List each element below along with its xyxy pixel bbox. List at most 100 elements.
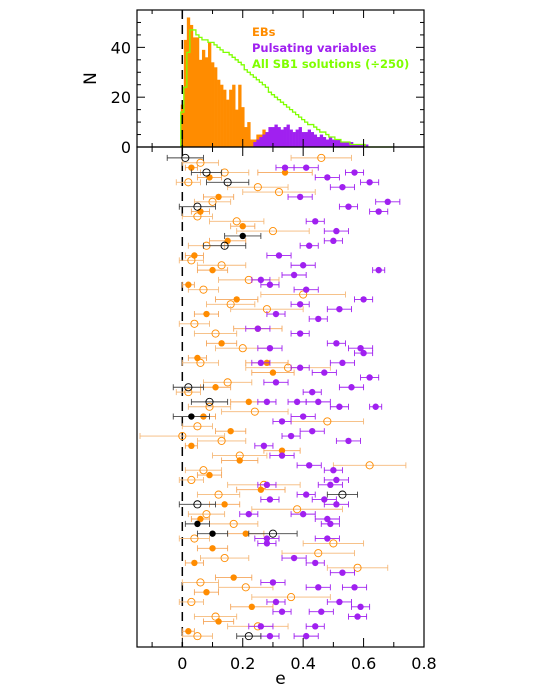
- histogram-bar: [198, 59, 203, 148]
- data-point: [366, 374, 373, 381]
- data-point: [244, 632, 253, 641]
- data-point: [278, 447, 286, 454]
- data-point: [214, 490, 223, 499]
- histogram-bar: [280, 129, 284, 147]
- data-point: [360, 349, 367, 357]
- data-point: [272, 310, 280, 318]
- data-point: [263, 481, 271, 489]
- histogram-bar: [186, 17, 191, 147]
- data-point: [185, 281, 192, 288]
- data-point: [302, 632, 310, 640]
- histogram-bar: [204, 57, 209, 148]
- data-point: [184, 178, 193, 187]
- scatter-x-tick-label: 0.8: [411, 654, 436, 673]
- data-point: [263, 540, 271, 547]
- data-point: [218, 340, 225, 347]
- histogram-bar: [346, 142, 351, 147]
- data-point: [188, 413, 195, 420]
- histogram-bar: [195, 37, 200, 147]
- data-point: [194, 354, 201, 362]
- histogram-bar: [337, 139, 342, 147]
- data-point: [274, 187, 284, 197]
- data-point: [278, 452, 286, 459]
- data-point: [324, 515, 331, 523]
- data-point: [190, 534, 199, 543]
- histogram-bar: [207, 42, 212, 147]
- data-point: [324, 535, 331, 542]
- histogram-bar: [259, 137, 263, 147]
- data-point: [299, 290, 308, 299]
- histogram-bar: [295, 129, 299, 147]
- histogram-bar: [217, 79, 221, 147]
- histogram-bar: [238, 84, 242, 147]
- data-point: [309, 388, 316, 396]
- data-point: [203, 589, 210, 596]
- scatter-x-ticks: 0 0.2 0.4 0.6 0.8: [151, 147, 437, 673]
- histogram-bar: [180, 104, 185, 147]
- histogram-bar: [277, 127, 281, 147]
- data-point: [299, 510, 307, 518]
- data-point: [351, 169, 358, 176]
- data-point: [230, 574, 237, 581]
- data-point: [266, 632, 274, 640]
- data-point: [339, 569, 346, 576]
- histogram-bar: [189, 24, 194, 148]
- histogram-y-label: N: [81, 72, 101, 85]
- data-point: [190, 319, 199, 328]
- data-point: [239, 232, 246, 240]
- data-point: [196, 578, 205, 587]
- data-point: [211, 612, 220, 621]
- data-point: [253, 183, 262, 192]
- data-point: [321, 369, 328, 376]
- histogram-y-ticks: 0 20 40: [111, 21, 424, 157]
- data-point: [245, 510, 252, 518]
- histogram-bar: [322, 137, 327, 147]
- histogram-bar: [214, 67, 218, 147]
- data-point: [266, 496, 274, 503]
- legend-ebs: EBs: [252, 25, 276, 39]
- data-point: [312, 218, 319, 225]
- data-point: [188, 164, 195, 171]
- data-point: [242, 530, 249, 537]
- data-point: [191, 559, 198, 567]
- data-point: [333, 501, 340, 508]
- data-point: [229, 519, 238, 528]
- data-point: [323, 417, 332, 426]
- data-point: [315, 315, 322, 323]
- scatter-x-tick-label: 0.2: [230, 654, 255, 673]
- data-point: [199, 466, 208, 475]
- scatter-x-tick-label: 0: [177, 654, 187, 673]
- histogram-bar: [223, 89, 227, 147]
- data-point: [281, 164, 289, 171]
- data-point: [257, 486, 265, 493]
- data-point: [241, 583, 250, 592]
- data-point: [191, 252, 198, 259]
- histogram-bar: [316, 137, 321, 147]
- data-point: [281, 169, 289, 176]
- histogram-bar: [226, 99, 230, 147]
- data-point: [184, 388, 193, 397]
- data-point: [336, 305, 343, 313]
- data-point: [321, 496, 328, 503]
- data-point: [272, 598, 280, 606]
- data-point: [330, 237, 337, 245]
- data-point: [345, 203, 352, 210]
- data-point: [336, 598, 343, 606]
- data-point: [202, 168, 211, 177]
- data-point: [339, 359, 346, 367]
- histogram-bars: [180, 17, 369, 148]
- legend-all-sb1-solutions: All SB1 solutions (÷250): [252, 57, 409, 71]
- scatter-x-tick-label: 0.4: [290, 654, 315, 673]
- data-point: [290, 271, 298, 279]
- histogram-bar: [319, 134, 324, 147]
- data-point: [209, 545, 216, 552]
- histogram-bar: [232, 84, 236, 147]
- data-point: [250, 407, 259, 416]
- data-point: [375, 266, 382, 274]
- scatter-x-tick-label: 0.6: [351, 654, 376, 673]
- data-point: [196, 158, 205, 167]
- data-point: [353, 563, 362, 572]
- data-point: [314, 549, 323, 558]
- histogram-bar: [283, 127, 287, 147]
- histogram-panel: 0 20 40 N EBs Pulsating variables All SB1 …: [81, 9, 425, 157]
